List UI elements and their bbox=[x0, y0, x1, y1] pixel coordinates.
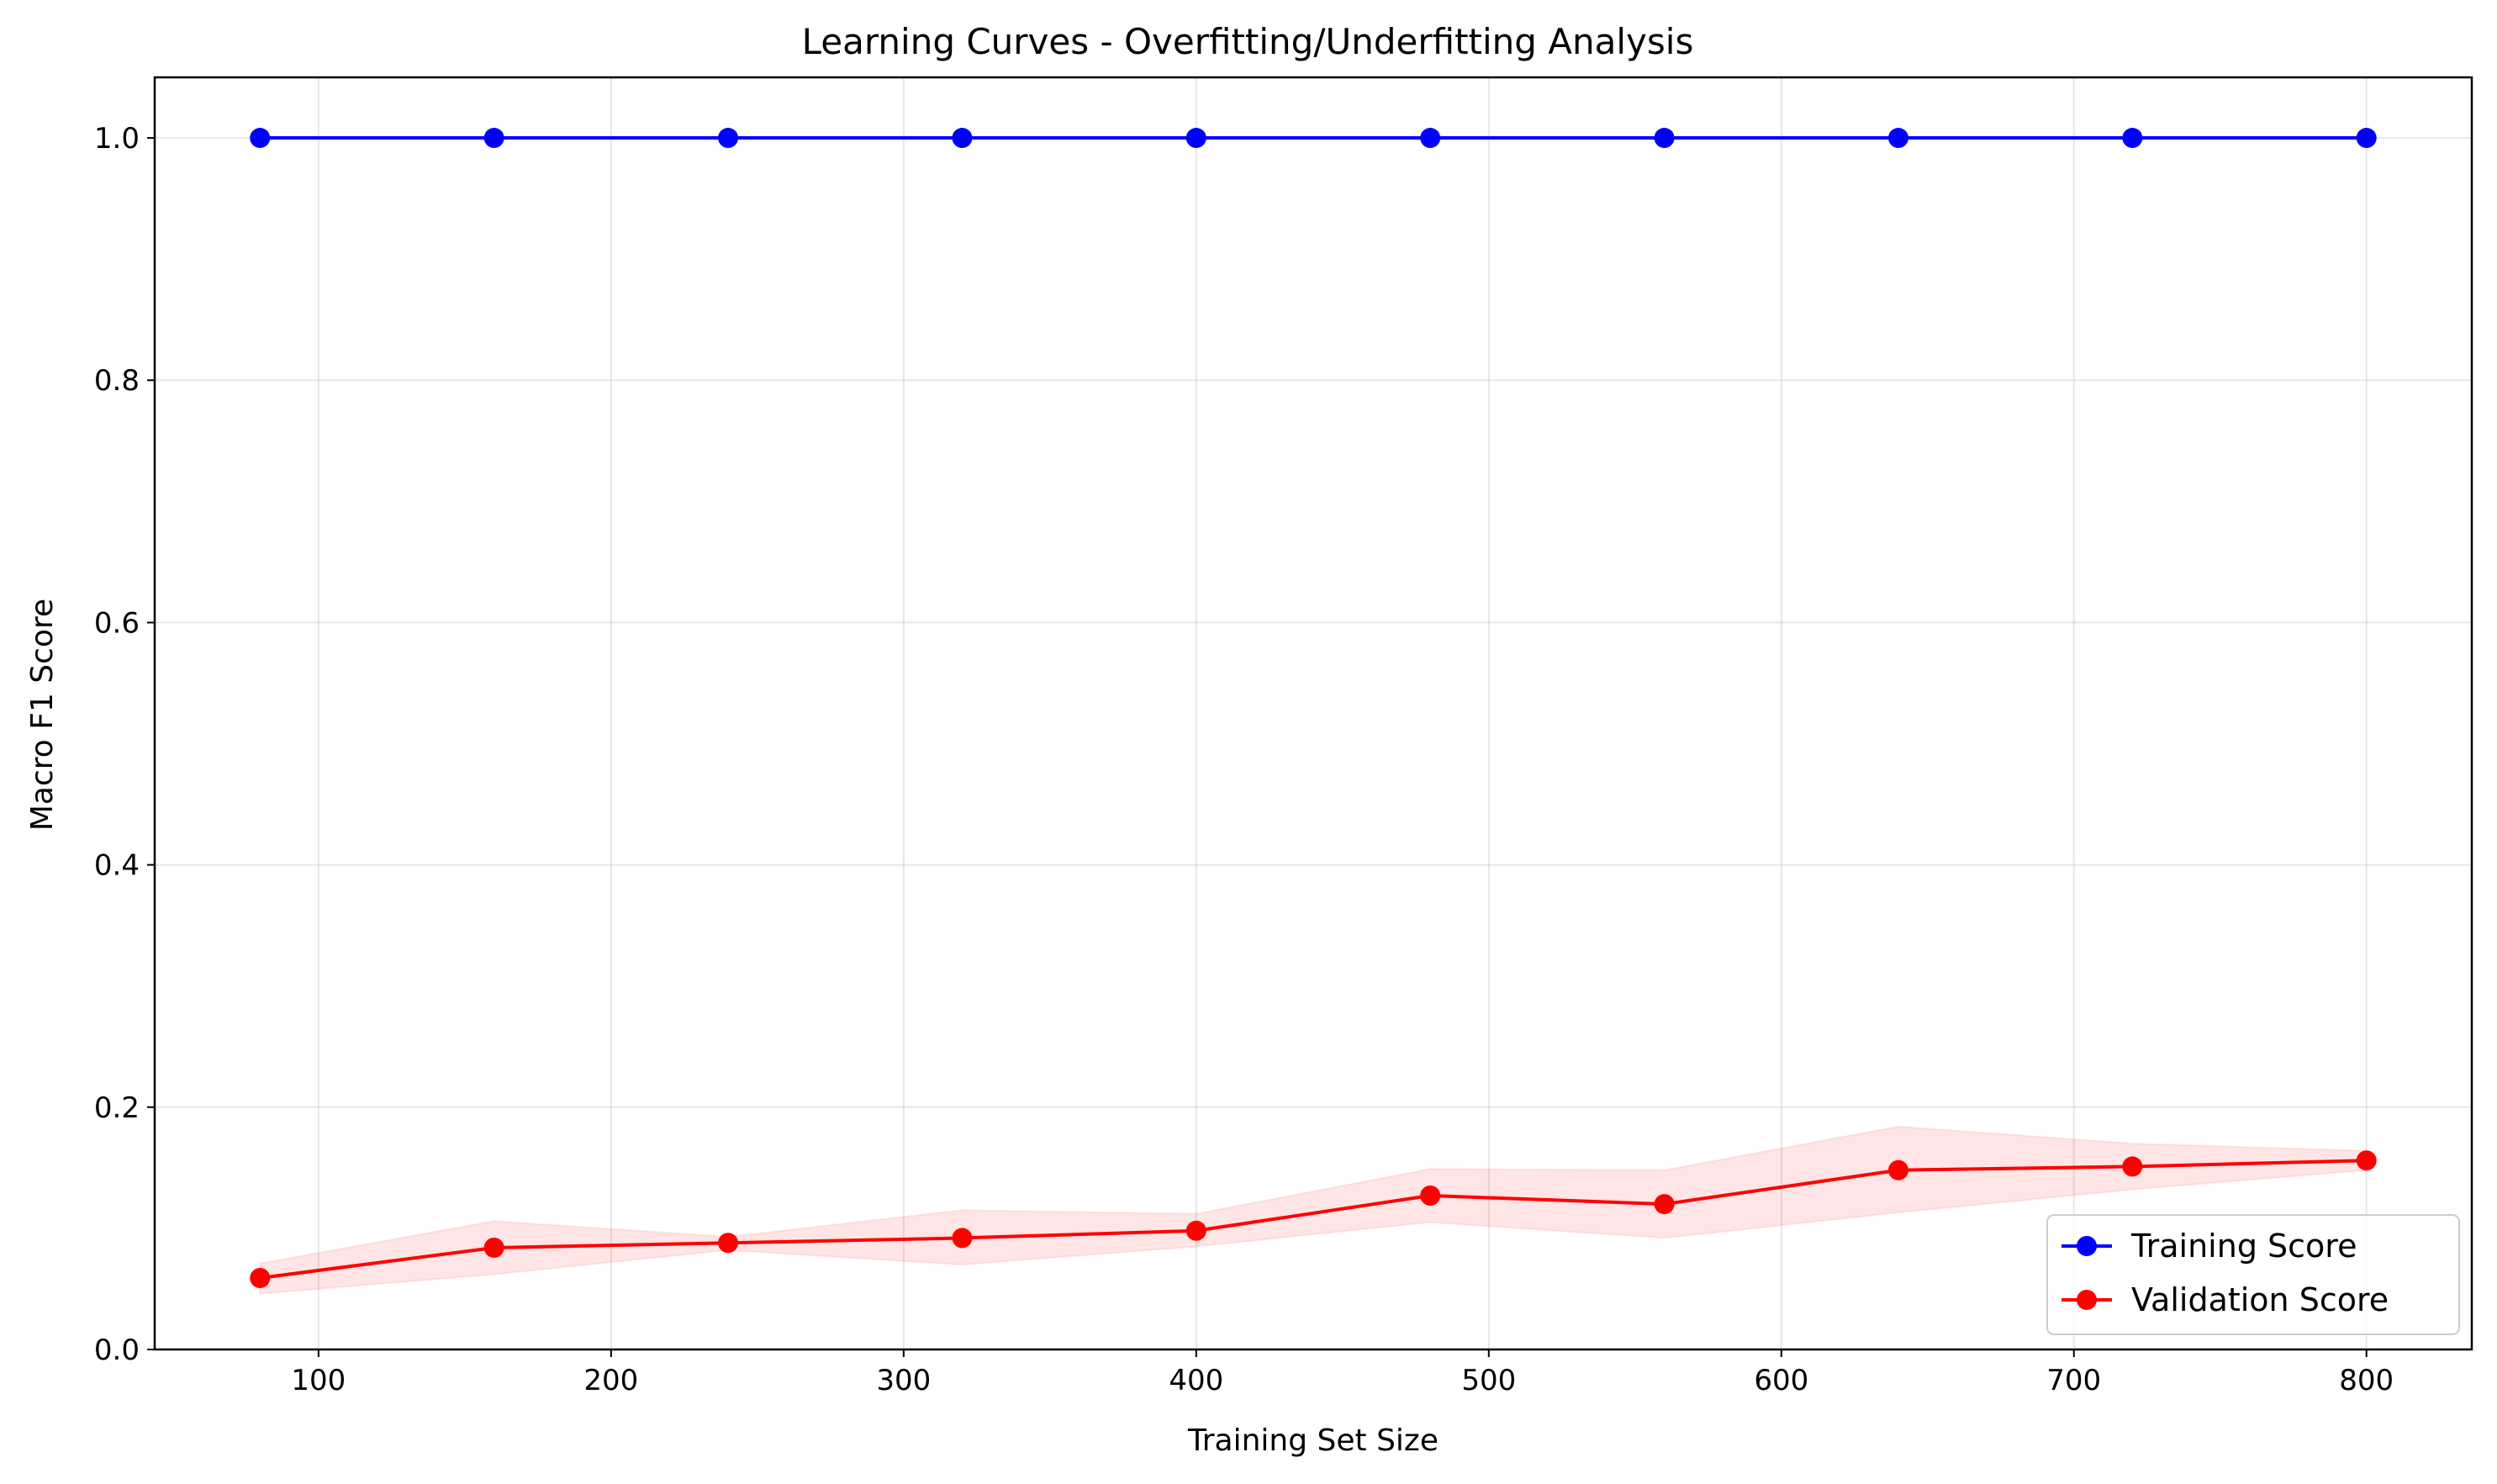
validation-score-point bbox=[250, 1267, 271, 1288]
y-tick-label: 0.0 bbox=[94, 1333, 140, 1367]
legend-box bbox=[2046, 1214, 2460, 1335]
training-score-point bbox=[718, 128, 739, 149]
validation-score-point bbox=[1420, 1185, 1441, 1206]
x-tick-label: 400 bbox=[1169, 1364, 1223, 1397]
y-tick-label: 1.0 bbox=[94, 122, 140, 156]
legend-training-score-marker bbox=[2077, 1236, 2097, 1256]
validation-score-point bbox=[1654, 1194, 1675, 1215]
training-score-point bbox=[1887, 128, 1908, 149]
training-score-point bbox=[1654, 128, 1675, 149]
x-axis-ticks: 100 200 300 400 500 600 700 800 bbox=[291, 1349, 2394, 1397]
training-score-point bbox=[250, 128, 271, 149]
y-tick-label: 0.6 bbox=[94, 606, 140, 640]
series-lines bbox=[260, 136, 2367, 1280]
legend-validation-score-label: Validation Score bbox=[2131, 1281, 2389, 1318]
training-score-point bbox=[483, 128, 504, 149]
training-score-point bbox=[1185, 128, 1206, 149]
validation-score-line bbox=[260, 1159, 2367, 1280]
legend-training-score-label: Training Score bbox=[2130, 1228, 2357, 1265]
validation-score-point bbox=[483, 1237, 504, 1258]
x-tick-label: 200 bbox=[583, 1364, 638, 1397]
x-tick-label: 600 bbox=[1754, 1364, 1808, 1397]
validation-score-point bbox=[2122, 1156, 2143, 1177]
x-axis-label: Training Set Size bbox=[1187, 1423, 1439, 1458]
series-markers bbox=[250, 128, 2377, 1288]
validation-score-point bbox=[1185, 1220, 1206, 1241]
validation-score-point bbox=[2356, 1150, 2377, 1171]
y-tick-label: 0.2 bbox=[94, 1091, 140, 1125]
y-axis-label: Macro F1 Score bbox=[25, 599, 60, 831]
confidence-bands bbox=[259, 137, 2368, 1295]
validation-score-point bbox=[1887, 1159, 1908, 1180]
y-axis-ticks: 0.0 0.2 0.4 0.6 0.8 1.0 bbox=[94, 122, 155, 1367]
x-tick-label: 300 bbox=[876, 1364, 931, 1397]
x-tick-label: 700 bbox=[2046, 1364, 2101, 1397]
validation-score-point bbox=[718, 1233, 739, 1254]
plot-frame bbox=[153, 76, 2473, 1351]
chart-title: Learning Curves - Overfitting/Underfitti… bbox=[802, 21, 1694, 62]
training-score-point bbox=[1420, 128, 1441, 149]
x-tick-label: 100 bbox=[291, 1364, 346, 1397]
x-tick-label: 800 bbox=[2339, 1364, 2394, 1397]
training-score-point bbox=[2122, 128, 2143, 149]
training-score-point bbox=[2356, 128, 2377, 149]
validation-score-point bbox=[952, 1228, 973, 1249]
y-tick-label: 0.8 bbox=[94, 364, 140, 398]
legend: Training Score Validation Score bbox=[2046, 1214, 2460, 1335]
legend-validation-score-marker bbox=[2077, 1290, 2097, 1310]
y-tick-label: 0.4 bbox=[94, 849, 140, 883]
x-tick-label: 500 bbox=[1461, 1364, 1516, 1397]
training-score-point bbox=[952, 128, 973, 149]
